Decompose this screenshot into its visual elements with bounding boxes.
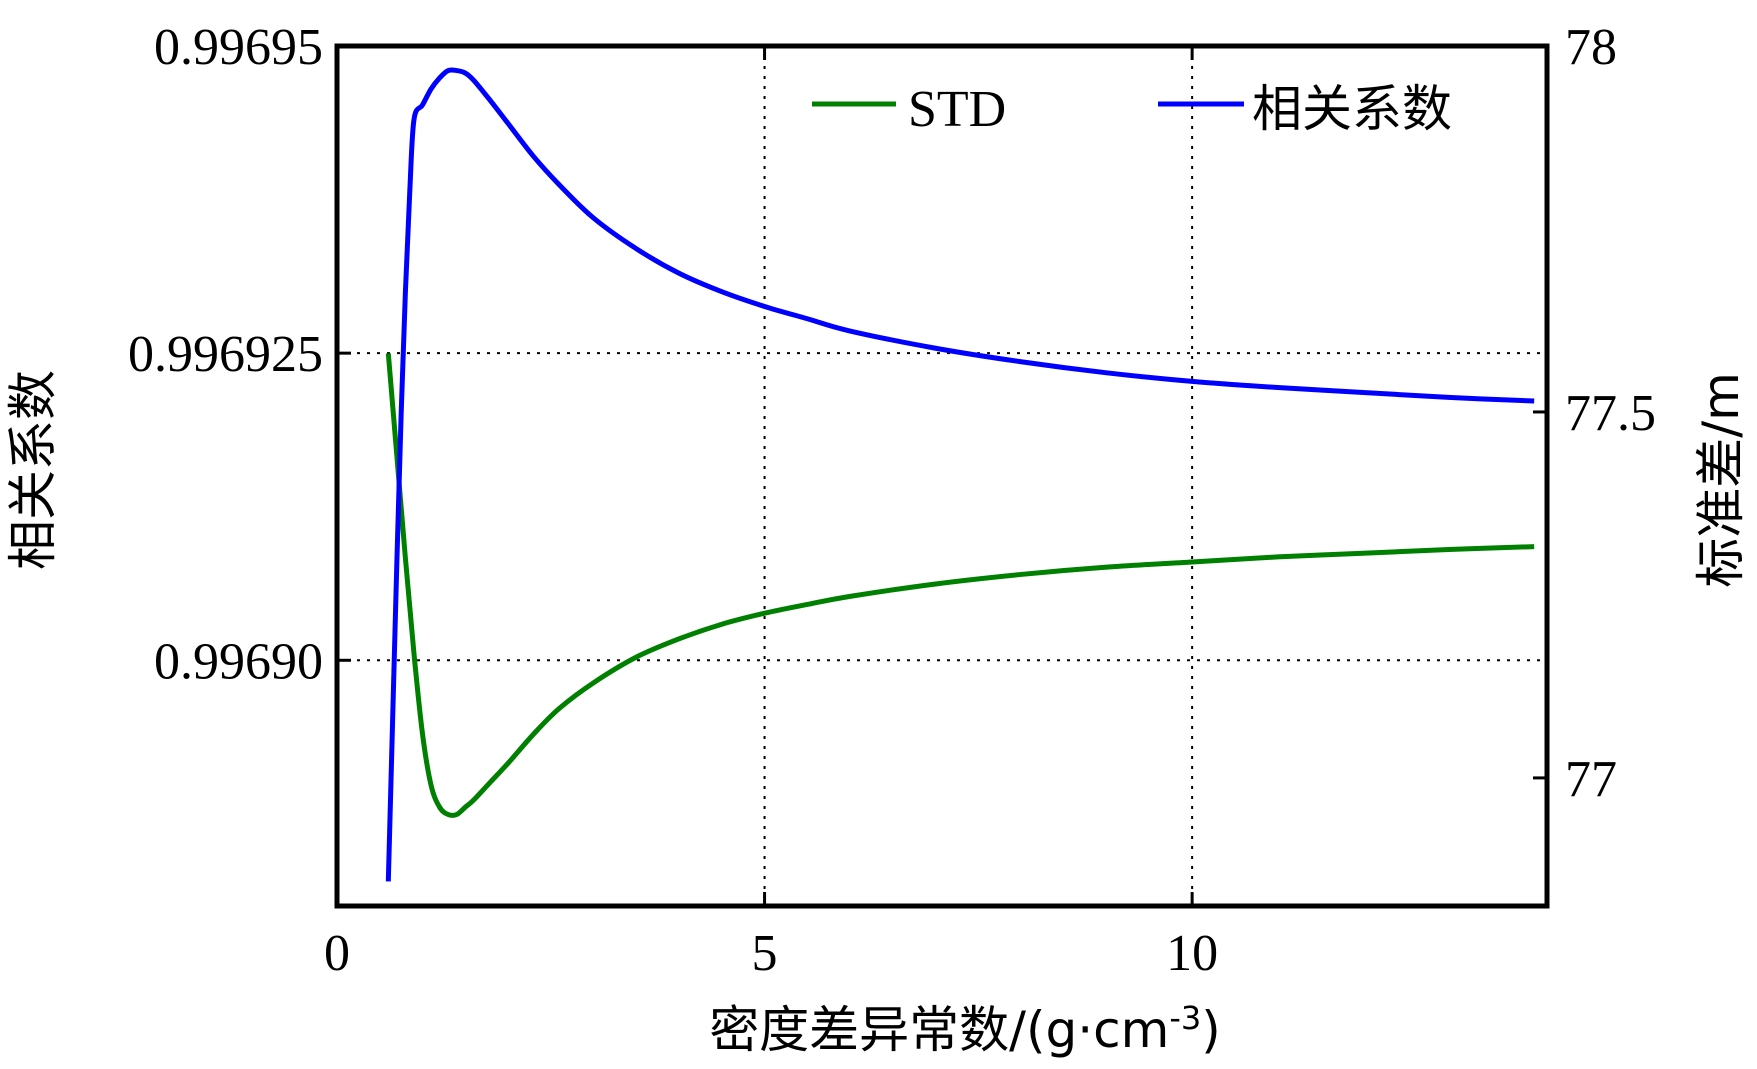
x-axis-title-superscript: -3 (1169, 999, 1201, 1037)
plot-frame (334, 43, 1550, 909)
left-axis-title: 相关系数 (4, 370, 62, 570)
x-axis-title: 密度差异常数/(g·cm-3) (709, 999, 1221, 1059)
right-axis-title: 标准差/m (1692, 372, 1750, 588)
legend-label-std: STD (908, 81, 1006, 138)
legend-label-corr: 相关系数 (1252, 80, 1452, 138)
x-tick-label: 5 (752, 925, 778, 982)
x-tick-label: 10 (1166, 925, 1218, 982)
tick-labels: 0 5 10 0.99690 0.996925 0.99695 77 77.5 78 (128, 19, 1656, 982)
x-axis-title-close: ) (1201, 1001, 1221, 1059)
legend: STD 相关系数 (812, 80, 1452, 138)
y-left-tick-label: 0.99690 (154, 633, 323, 690)
x-axis-title-main: 密度差异常数/(g·cm (709, 1001, 1169, 1059)
y-right-tick-label: 78 (1565, 19, 1617, 76)
y-right-tick-label: 77 (1565, 751, 1617, 808)
series-line-std (385, 353, 1535, 818)
y-left-tick-label: 0.996925 (128, 326, 323, 383)
x-tick-label: 0 (324, 925, 350, 982)
y-left-tick-label: 0.99695 (154, 19, 323, 76)
series-line-corr (385, 67, 1535, 882)
series-lines (385, 67, 1535, 882)
axis-ticks (335, 44, 1547, 906)
grid-lines (337, 46, 1547, 906)
y-right-tick-label: 77.5 (1565, 385, 1656, 442)
